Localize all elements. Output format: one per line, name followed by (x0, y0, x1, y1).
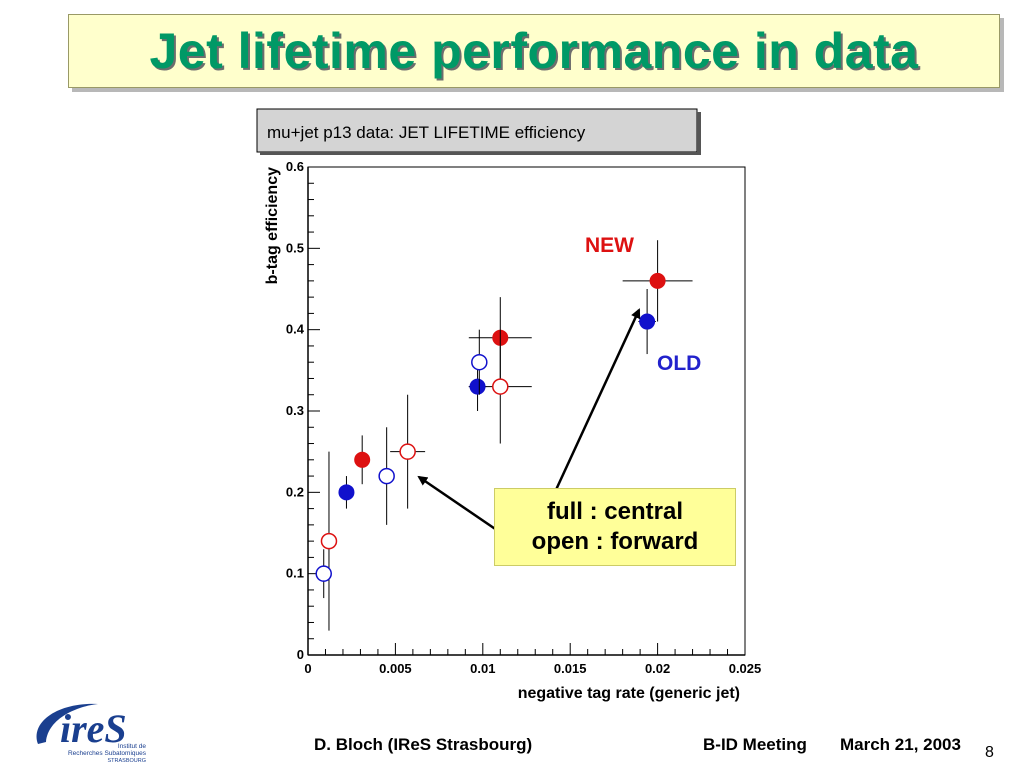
callout-line-full: full : central (546, 498, 684, 525)
data-point-new-forward (492, 378, 509, 395)
data-point-old-central (338, 484, 355, 501)
chart-title-box (256, 108, 698, 153)
data-point-old-forward (471, 353, 488, 371)
data-point-old-forward (378, 467, 395, 485)
y-tick-label: 0 (297, 647, 304, 662)
data-point-old-forward (315, 565, 332, 582)
y-axis-label: b-tag efficiency (264, 167, 281, 284)
y-tick-labels: 0 0.1 0.2 0.3 0.4 0.5 0.6 (286, 159, 305, 662)
chart-title-shadow-bottom (260, 152, 701, 155)
old-label: OLD (657, 352, 701, 375)
y-tick-label: 0.3 (286, 403, 304, 418)
footer-date: March 21, 2003 (840, 735, 961, 754)
x-tick-label: 0.02 (645, 661, 670, 676)
data-point-new-forward (320, 532, 338, 550)
y-tick-label: 0.4 (286, 322, 305, 337)
chart-title: mu+jet p13 data: JET LIFETIME efficiency (267, 123, 586, 142)
data-points (315, 240, 693, 631)
footer-meeting: B-ID Meeting (703, 735, 807, 754)
y-tick-label: 0.6 (286, 159, 304, 174)
ires-logo: ireS Institut de Recherches Subatomiques… (36, 703, 147, 764)
x-tick-label: 0 (304, 661, 311, 676)
page-number: 8 (985, 744, 994, 761)
scatter-chart: mu+jet p13 data: JET LIFETIME efficiency… (256, 108, 761, 702)
chart-container: mu+jet p13 data: JET LIFETIME efficiency… (245, 100, 775, 710)
title-banner: Jet lifetime performance in data (68, 14, 1000, 88)
callout-line-open: open : forward (531, 528, 699, 555)
slide-title: Jet lifetime performance in data (149, 23, 919, 79)
data-point-new-forward (399, 443, 416, 460)
x-tick-label: 0.01 (470, 661, 495, 676)
x-axis-label: negative tag rate (generic jet) (518, 685, 740, 702)
logo-text: ireS (60, 706, 127, 751)
x-tick-label: 0.015 (554, 661, 587, 676)
data-point-new-central (354, 451, 371, 468)
y-tick-label: 0.1 (286, 566, 304, 581)
x-tick-labels: 0 0.005 0.01 0.015 0.02 0.025 (304, 661, 761, 676)
y-tick-label: 0.5 (286, 240, 304, 255)
chart-title-shadow (697, 112, 701, 155)
data-point-old-central (469, 378, 486, 395)
arrow-to-forward-point (417, 475, 508, 539)
new-label: NEW (585, 234, 634, 257)
x-tick-label: 0.005 (379, 661, 412, 676)
data-point-new-central (649, 272, 666, 289)
logo-line-2: Recherches Subatomiques (68, 750, 147, 757)
logo-swoosh (36, 703, 98, 744)
logo-line-3: STRASBOURG (107, 758, 146, 764)
legend-callout: full : central open : forward (494, 488, 736, 566)
arrow-to-old-point (553, 308, 641, 493)
footer-author: D. Bloch (IReS Strasbourg) (314, 735, 533, 754)
data-point-old-central (639, 313, 656, 330)
logo-line-1: Institut de (118, 743, 147, 750)
plot-frame (307, 166, 746, 656)
x-tick-label: 0.025 (729, 661, 762, 676)
axis-ticks (307, 166, 746, 656)
y-tick-label: 0.2 (286, 484, 304, 499)
